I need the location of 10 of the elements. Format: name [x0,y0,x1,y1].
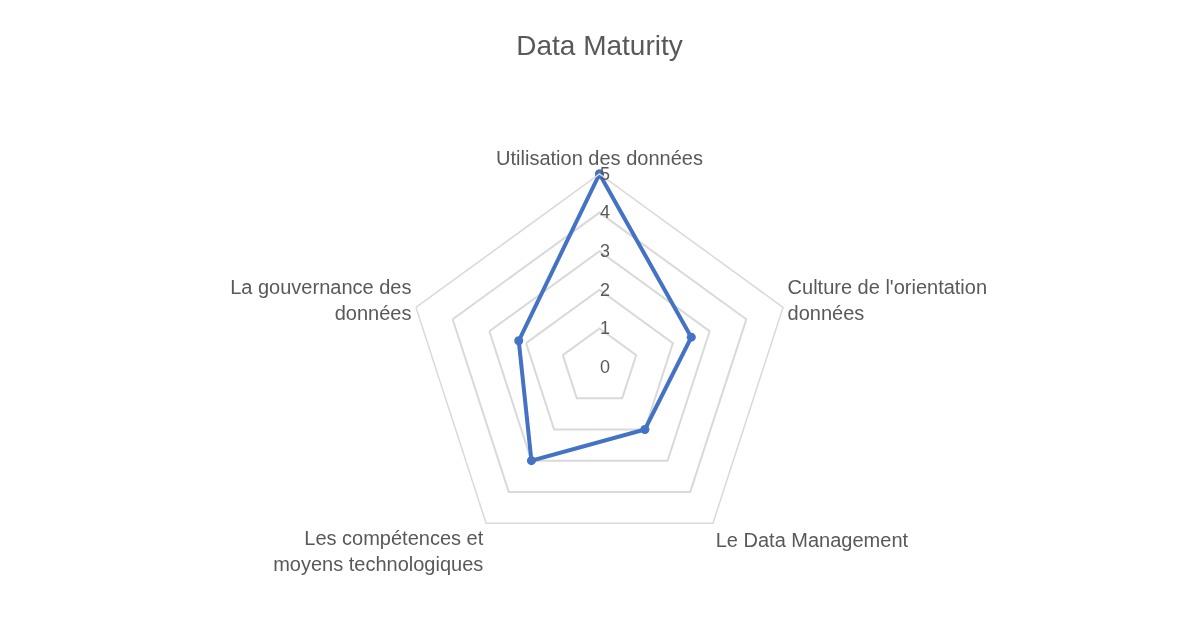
spoke-label: Le Data Management [715,529,909,552]
chart-title: Data Maturity [516,29,683,61]
y-tick-label: 2 [600,279,611,300]
y-tick-label: 3 [600,241,611,262]
spoke-label: Culture de l'orientation données [787,276,988,325]
y-tick-label: 1 [600,318,611,339]
y-tick-label: 4 [600,202,611,223]
y-tick-label: 0 [600,356,611,377]
spoke-label: La gouvernance des données [230,276,412,325]
spoke-label: Les compétences et moyens technologiques [273,526,484,575]
